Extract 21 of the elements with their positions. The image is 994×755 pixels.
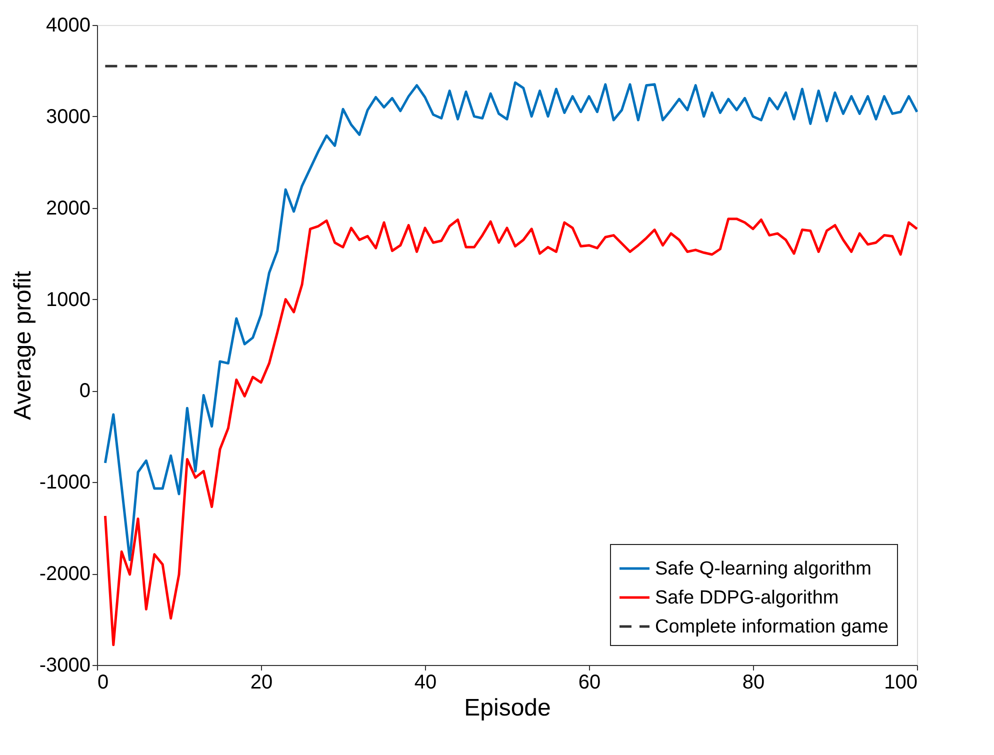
x-tick-label: 60 <box>578 672 601 694</box>
y-tick-label: 4000 <box>46 14 90 36</box>
legend-label: Safe DDPG-algorithm <box>655 588 839 608</box>
x-tick-label: 0 <box>98 672 109 694</box>
x-tick-label: 20 <box>250 672 273 694</box>
y-tick-label: 0 <box>79 380 90 402</box>
legend-label: Safe Q-learning algorithm <box>655 558 872 580</box>
y-tick-label: -2000 <box>39 563 90 586</box>
y-tick-label: 3000 <box>46 106 90 128</box>
y-tick-label: 2000 <box>46 197 90 220</box>
y-tick-label: -3000 <box>39 654 90 676</box>
line-series <box>104 81 918 562</box>
y-axis-title: Average profit <box>9 270 36 420</box>
x-tick-label: 100 <box>884 672 918 694</box>
x-tick-label: 80 <box>742 672 765 694</box>
x-axis-title: Episode <box>464 694 551 722</box>
legend-label: Complete information game <box>655 616 888 638</box>
line-series <box>104 218 918 646</box>
y-tick-label: -1000 <box>39 472 90 494</box>
x-tick-label: 40 <box>414 672 437 694</box>
y-tick-label: 1000 <box>46 288 90 311</box>
